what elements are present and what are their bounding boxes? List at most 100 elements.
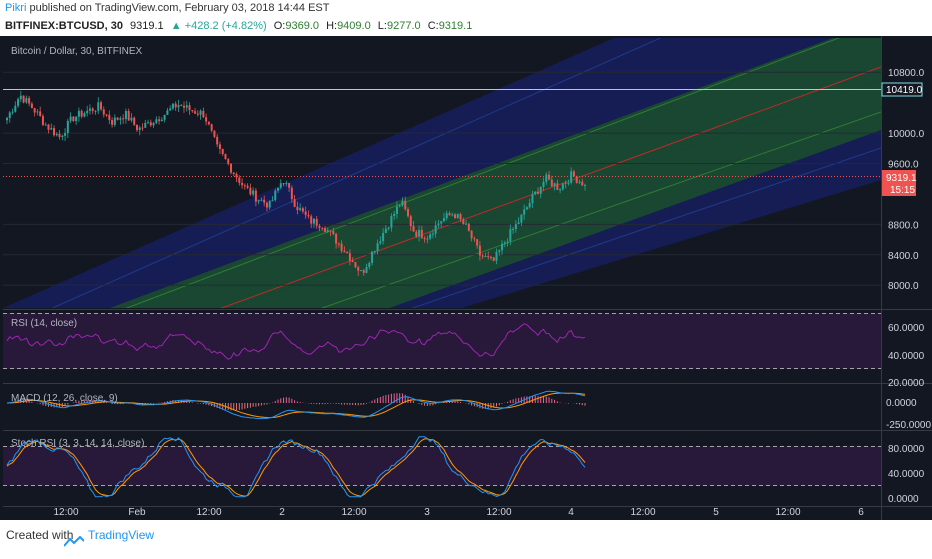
candle-body: [252, 190, 255, 195]
candle-body: [86, 110, 89, 114]
price-axis[interactable]: 10800.0 10000.0 9600.0 8800.0 8400.0 8000.0 60…: [886, 68, 931, 505]
candle-body: [83, 113, 86, 117]
candle-body: [409, 216, 412, 227]
time-tick-label: 12:00: [196, 507, 221, 518]
candle-body: [542, 182, 545, 187]
candle-body: [149, 122, 152, 126]
macd-line: [6, 390, 586, 420]
candle-body: [459, 214, 462, 220]
up-arrow-icon: ▲: [170, 20, 182, 32]
regression-channel: [3, 38, 881, 308]
candle-body: [423, 237, 426, 239]
candle-body: [224, 154, 227, 160]
candle-body: [467, 223, 470, 231]
candle-body: [185, 105, 188, 108]
time-tick-label: 12:00: [486, 507, 511, 518]
candle-body: [100, 102, 103, 110]
candle-body: [218, 144, 221, 149]
candle-body: [147, 122, 150, 124]
stoch-tick-label: 40.0000: [888, 469, 925, 480]
candle-body: [124, 110, 127, 120]
candle-body: [254, 190, 257, 202]
candle-body: [382, 232, 385, 242]
high-label: H:: [326, 20, 338, 32]
candle-body: [188, 105, 191, 111]
candle-body: [69, 116, 72, 121]
time-tick-label: 4: [568, 507, 574, 518]
candle-body: [401, 200, 404, 206]
price-tick-label: 9600.0: [888, 159, 919, 170]
candle-body: [559, 189, 562, 191]
candle-body: [534, 191, 537, 195]
candle-body: [91, 108, 94, 111]
price-tick-label: 10000.0: [888, 129, 925, 140]
chart-svg[interactable]: Bitcoin / Dollar, 30, BITFINEX RSI (14, …: [0, 36, 932, 520]
horizontal-level-tag: 10419.0: [881, 82, 923, 97]
candle-body: [473, 238, 476, 240]
candle-body: [108, 114, 111, 121]
candle-body: [80, 110, 83, 117]
candle-body: [268, 200, 271, 208]
candle-body: [442, 218, 445, 222]
candle-body: [152, 122, 155, 126]
candle-body: [456, 214, 459, 218]
candle-body: [525, 207, 528, 210]
stoch-tick-label: 80.0000: [888, 444, 925, 455]
price-tick-label: 10800.0: [888, 68, 925, 79]
main-pane-title: Bitcoin / Dollar, 30, BITFINEX: [11, 46, 142, 57]
stoch-pane: Stoch RSI (3, 3, 14, 14, close): [3, 436, 881, 498]
macd-pane-title: MACD (12, 26, close, 9): [11, 393, 118, 404]
candle-body: [58, 133, 61, 137]
candle-body: [166, 110, 169, 115]
candle-body: [6, 117, 8, 121]
candle-body: [263, 199, 266, 203]
candle-body: [232, 172, 235, 174]
candle-body: [371, 251, 374, 263]
candle-body: [36, 111, 39, 113]
footer: Created with TradingView: [0, 520, 932, 550]
candle-body: [285, 183, 288, 185]
candle-body: [19, 95, 22, 100]
rsi-tick-label: 60.0000: [888, 323, 925, 334]
open-label: O:: [273, 20, 286, 32]
candle-body: [404, 200, 407, 210]
candle-body: [434, 225, 437, 234]
candle-body: [445, 213, 448, 219]
candle-body: [451, 214, 454, 216]
candle-body: [199, 110, 202, 115]
author-link[interactable]: Pikri: [5, 2, 27, 14]
candle-body: [476, 239, 479, 246]
candle-body: [33, 108, 36, 113]
candle-body: [111, 120, 114, 125]
candle-body: [520, 214, 523, 223]
candle-body: [135, 124, 138, 131]
time-tick-label: 12:00: [53, 507, 78, 518]
macd-tick-label: -250.0000: [886, 420, 931, 431]
candle-body: [384, 228, 387, 233]
candle-body: [357, 267, 360, 271]
candle-body: [315, 218, 318, 226]
candle-body: [561, 183, 564, 190]
candle-body: [196, 113, 199, 115]
candle-body: [144, 122, 147, 128]
candle-body: [307, 215, 310, 217]
time-tick-label: 12:00: [630, 507, 655, 518]
chart-area[interactable]: Bitcoin / Dollar, 30, BITFINEX RSI (14, …: [0, 36, 932, 520]
candle-body: [332, 230, 335, 235]
candle-body: [55, 133, 58, 136]
candle-body: [373, 250, 376, 252]
candle-body: [498, 250, 501, 252]
main-grid: [3, 71, 881, 286]
candle-body: [265, 202, 268, 208]
time-axis[interactable]: 12:00 Feb 12:00 2 12:00 3 12:00 4 12:00 5 12:00 6: [53, 507, 864, 518]
candle-body: [492, 257, 495, 261]
candle-body: [351, 260, 354, 263]
rsi-pane: RSI (14, close): [3, 313, 881, 369]
candle-body: [133, 117, 136, 125]
tradingview-link[interactable]: TradingView: [88, 528, 155, 542]
macd-signal-line: [6, 392, 586, 419]
candle-body: [489, 256, 492, 258]
price-tick-label: 8400.0: [888, 251, 919, 262]
candle-body: [512, 229, 515, 231]
candle-body: [39, 111, 42, 117]
